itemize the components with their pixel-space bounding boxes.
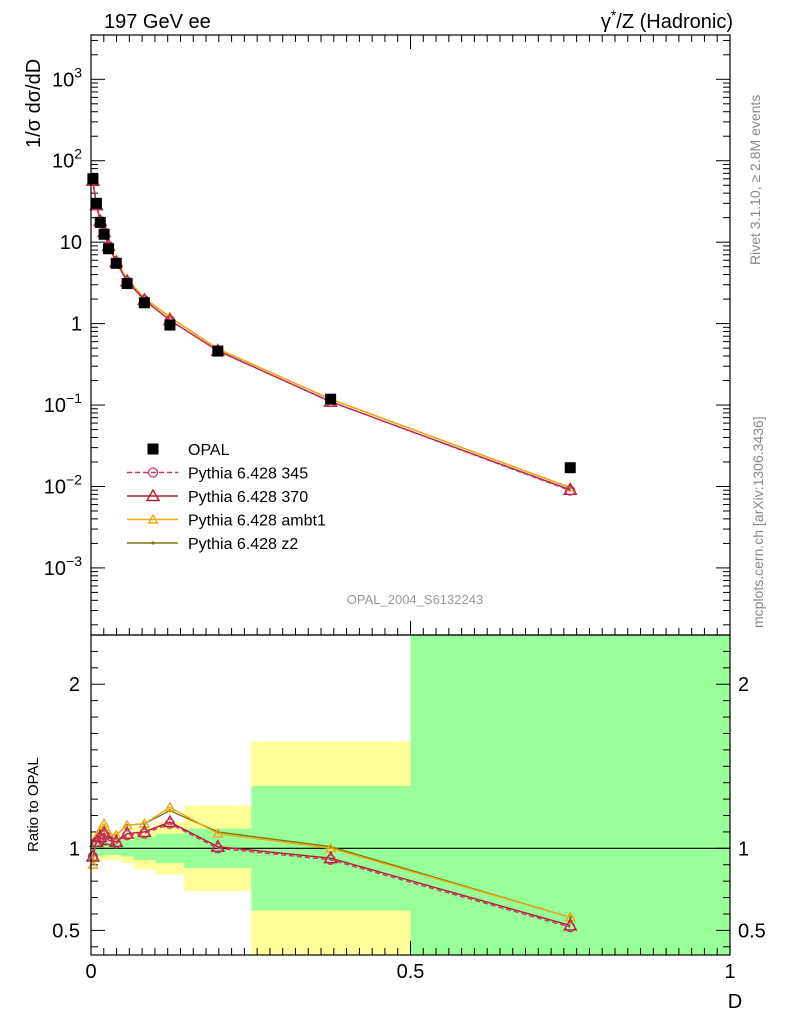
ratio-point-0-7: [139, 828, 150, 839]
main-line-3: [92, 181, 571, 489]
main-line-2: [92, 181, 571, 489]
ratio-point-1-8: [162, 814, 178, 828]
ratio-ytick-label-left: 2: [69, 674, 80, 696]
ratio-point-0-6: [121, 830, 133, 841]
legend-label-4: Pythia 6.428 z2: [188, 536, 298, 553]
ratio-point-0-9: [212, 843, 223, 854]
ratio-point-0-11: [565, 921, 576, 933]
legend-marker-1: [147, 467, 159, 478]
rivet-label: Rivet 3.1.10, ≥ 2.8M events: [747, 95, 763, 265]
opal-point-10: [325, 393, 337, 405]
ratio-ytick-label-right: 0.5: [738, 920, 766, 942]
band-inner-3: [102, 840, 106, 855]
ratio-point-0-8: [164, 818, 176, 829]
main-ytick-label: 103: [52, 64, 82, 91]
legend-marker-3: [147, 513, 159, 524]
main-point-0-11: [565, 485, 576, 496]
band-inner-1: [94, 838, 99, 857]
opal-point-2: [94, 216, 106, 228]
main-ytick-label: 10−2: [44, 471, 82, 498]
legend-marker-4: [151, 541, 155, 545]
opal-point-0: [87, 173, 99, 185]
analysis-watermark: OPAL_2004_S6132243: [347, 592, 483, 607]
ratio-point-0-0: [87, 851, 99, 862]
legend-label-0: OPAL: [188, 442, 230, 459]
main-ylabel: 1/σ dσ/dD: [23, 59, 45, 148]
legend-label-1: Pythia 6.428 345: [188, 466, 308, 483]
opal-point-11: [564, 462, 576, 474]
opal-point-3: [98, 228, 110, 240]
ratio-point-0-10: [325, 854, 336, 865]
header-right: γ*/Z (Hadronic): [601, 7, 733, 33]
ratio-point-1-6: [119, 826, 135, 839]
ratio-axes: 0 0.5 10.5 0.51 12 2: [52, 650, 766, 983]
legend-marker-2: [145, 488, 161, 502]
ratio-series: [85, 801, 578, 933]
main-line-1: [92, 180, 571, 491]
x-tick-label: 0.5: [397, 961, 425, 983]
legend-label-3: Pythia 6.428 ambt1: [188, 513, 326, 530]
ratio-ytick-label-right: 1: [738, 838, 749, 860]
band-inner-4: [105, 840, 112, 855]
ratio-ytick-label-right: 2: [738, 674, 749, 696]
legend: OPAL Pythia 6.428 345 Pythia 6.428 370 Pyth…: [127, 442, 326, 553]
ratio-point-1-7: [137, 824, 152, 838]
x-axis-label: D: [728, 991, 742, 1013]
band-inner-11: [410, 635, 730, 955]
ratio-point-1-11: [563, 918, 578, 931]
opal-point-6: [121, 278, 133, 290]
ratio-point-2-9: [212, 827, 224, 838]
main-ytick-label: 10−1: [44, 390, 82, 417]
ratio-plot-frame: [90, 634, 731, 956]
main-series: [85, 173, 578, 496]
legend-label-2: Pythia 6.428 370: [188, 489, 308, 506]
ratio-ytick-label-left: 1: [69, 838, 80, 860]
main-ytick-label: 1: [71, 314, 82, 336]
main-plot-frame: [90, 34, 731, 636]
ratio-point-2-8: [164, 801, 176, 812]
x-tick-label: 0: [85, 961, 96, 983]
opal-point-9: [212, 345, 224, 357]
ratio-point-1-10: [323, 850, 338, 864]
legend-marker-0: [147, 443, 159, 455]
opal-point-8: [164, 319, 176, 331]
ratio-ylabel: Ratio to OPAL: [25, 757, 42, 852]
x-tick-label: 1: [724, 961, 735, 983]
opal-point-1: [90, 197, 102, 209]
ratio-point-0-5: [111, 838, 122, 849]
opal-point-7: [138, 297, 150, 309]
opal-point-5: [110, 257, 122, 269]
header-left: 197 GeV ee: [104, 11, 211, 33]
ratio-uncertainty-bands: [91, 635, 730, 955]
ratio-point-1-9: [210, 839, 226, 852]
main-axes: 10−3 10−2 10−1 1 10 102 103: [44, 35, 731, 635]
main-point-1-11: [563, 482, 578, 496]
main-ytick-label: 102: [52, 146, 82, 173]
band-inner-0: [91, 840, 95, 855]
ratio-ytick-label-left: 0.5: [52, 920, 80, 942]
main-ytick-label: 10−3: [44, 553, 82, 580]
main-ytick-label: 10: [60, 232, 82, 254]
mcplots-label: mcplots.cern.ch [arXiv:1306.3436]: [750, 416, 766, 628]
opal-point-4: [103, 243, 115, 255]
main-line-0: [92, 180, 571, 492]
